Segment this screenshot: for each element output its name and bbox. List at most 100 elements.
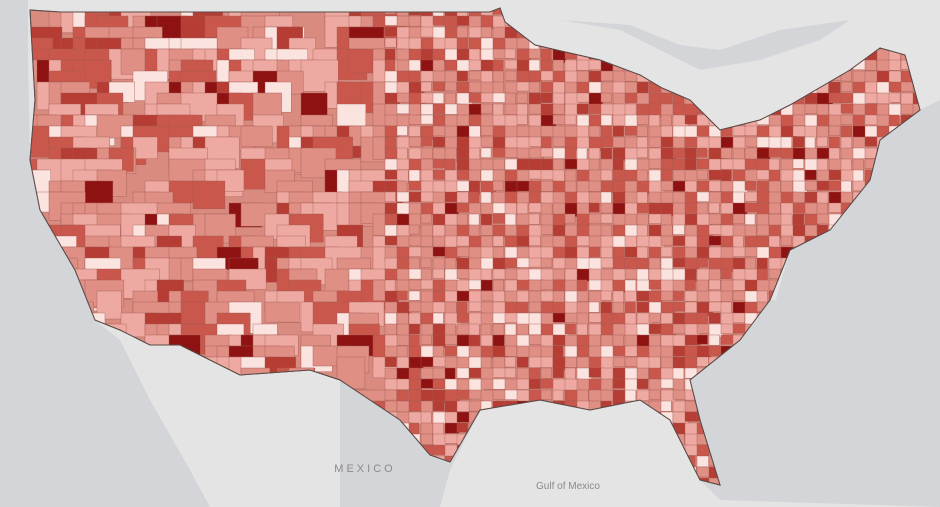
county bbox=[228, 444, 254, 468]
county bbox=[480, 147, 492, 158]
county bbox=[624, 92, 638, 104]
county bbox=[480, 290, 494, 302]
county bbox=[564, 356, 577, 368]
county bbox=[672, 8, 688, 19]
county bbox=[684, 8, 697, 17]
county bbox=[444, 37, 458, 50]
county bbox=[408, 114, 422, 125]
county bbox=[528, 213, 540, 225]
county bbox=[504, 81, 519, 94]
county bbox=[840, 8, 853, 15]
county bbox=[900, 8, 918, 15]
county bbox=[552, 15, 565, 26]
county bbox=[252, 378, 290, 406]
county bbox=[420, 48, 434, 62]
county bbox=[408, 224, 420, 235]
county bbox=[912, 59, 920, 73]
county bbox=[624, 477, 639, 485]
county bbox=[528, 48, 541, 59]
county bbox=[816, 213, 831, 225]
county bbox=[468, 224, 480, 237]
county bbox=[720, 70, 733, 84]
county bbox=[900, 15, 917, 26]
county bbox=[552, 103, 565, 115]
county bbox=[564, 422, 580, 437]
county bbox=[588, 279, 602, 291]
county bbox=[528, 356, 543, 368]
county bbox=[288, 444, 320, 469]
county bbox=[528, 422, 542, 434]
county bbox=[504, 455, 517, 470]
county bbox=[468, 147, 481, 161]
county bbox=[804, 8, 821, 15]
county bbox=[492, 257, 507, 270]
county bbox=[600, 8, 614, 18]
pacific-ocean bbox=[0, 0, 210, 507]
county bbox=[468, 433, 482, 447]
county bbox=[708, 103, 725, 119]
county bbox=[540, 290, 555, 302]
county bbox=[720, 301, 732, 315]
county bbox=[228, 455, 269, 485]
county bbox=[552, 444, 569, 460]
county bbox=[780, 136, 792, 149]
county bbox=[888, 103, 902, 117]
county bbox=[636, 455, 653, 467]
county bbox=[204, 466, 242, 485]
county bbox=[516, 224, 530, 238]
county bbox=[600, 26, 612, 41]
county bbox=[828, 147, 840, 161]
county bbox=[649, 489, 660, 502]
county bbox=[228, 466, 264, 485]
county bbox=[912, 37, 920, 48]
county bbox=[516, 444, 532, 459]
county bbox=[660, 158, 674, 171]
county bbox=[732, 312, 745, 323]
county bbox=[444, 433, 458, 444]
county bbox=[624, 246, 638, 258]
county bbox=[480, 477, 492, 485]
county bbox=[588, 411, 606, 426]
county bbox=[384, 312, 397, 326]
county bbox=[432, 147, 446, 161]
county bbox=[684, 356, 697, 369]
county bbox=[552, 433, 567, 445]
county bbox=[636, 378, 649, 389]
county bbox=[792, 70, 806, 81]
county bbox=[684, 268, 697, 282]
county bbox=[588, 70, 602, 83]
county bbox=[624, 169, 638, 182]
county bbox=[552, 268, 565, 280]
county bbox=[792, 158, 804, 169]
county bbox=[564, 235, 578, 248]
county bbox=[516, 433, 528, 444]
county bbox=[720, 114, 732, 128]
county bbox=[480, 279, 493, 291]
county bbox=[648, 114, 660, 128]
county bbox=[696, 70, 712, 84]
county bbox=[792, 191, 805, 203]
county bbox=[444, 59, 458, 71]
county bbox=[480, 312, 495, 326]
county bbox=[564, 213, 576, 224]
county bbox=[468, 37, 484, 51]
county bbox=[528, 400, 541, 414]
county bbox=[660, 26, 672, 37]
county bbox=[456, 389, 471, 400]
county bbox=[876, 8, 892, 17]
county bbox=[792, 48, 809, 61]
county bbox=[852, 114, 865, 128]
county bbox=[240, 378, 278, 406]
county bbox=[768, 59, 785, 71]
county bbox=[744, 180, 756, 191]
county bbox=[720, 103, 732, 116]
county bbox=[661, 489, 673, 503]
county bbox=[180, 301, 207, 324]
county bbox=[588, 37, 605, 51]
county bbox=[624, 48, 641, 61]
county bbox=[685, 489, 697, 501]
county bbox=[864, 92, 879, 104]
county bbox=[564, 455, 581, 467]
county bbox=[480, 125, 495, 136]
